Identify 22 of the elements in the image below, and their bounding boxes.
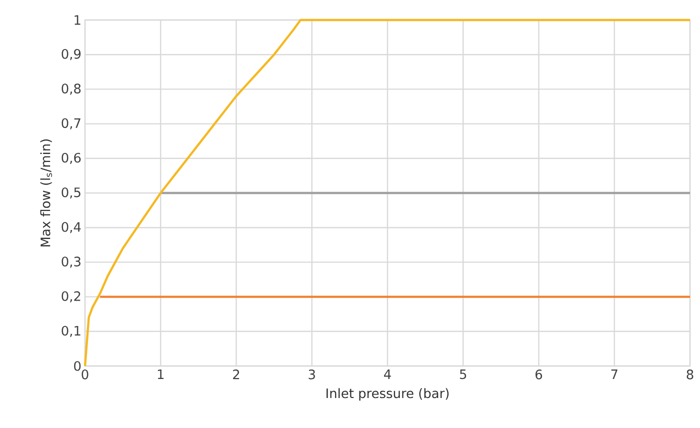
x-tick-label: 8 xyxy=(686,370,694,380)
y-tick-label: 0 xyxy=(74,361,81,371)
x-tick-label: 3 xyxy=(308,370,315,380)
y-tick-label: 0,3 xyxy=(62,256,80,268)
y-tick-label: 0,9 xyxy=(62,49,81,60)
x-tick-label: 0 xyxy=(82,370,88,380)
x-tick-label: 6 xyxy=(536,370,542,380)
x-tick-label: 4 xyxy=(384,370,391,379)
y-tick-label: 0,7 xyxy=(62,118,80,130)
x-tick-label: 5 xyxy=(460,370,466,380)
y-tick-label: 0,6 xyxy=(62,152,81,164)
y-tick-label: 0,4 xyxy=(62,222,81,234)
y-tick-label: 0,1 xyxy=(62,326,80,337)
y-tick-label: 0,8 xyxy=(62,84,81,95)
y-axis-title: Max flow (l$_{s}$/min) xyxy=(40,139,52,246)
y-tick-label: 0,2 xyxy=(62,291,80,302)
y-tick-label: 0,5 xyxy=(62,187,80,199)
x-axis-title: Inlet pressure (bar) xyxy=(326,388,449,401)
x-tick-label: 1 xyxy=(158,370,164,379)
x-tick-label: 7 xyxy=(611,370,618,379)
x-tick-label: 2 xyxy=(233,370,240,380)
y-tick-label: 1 xyxy=(74,15,80,25)
